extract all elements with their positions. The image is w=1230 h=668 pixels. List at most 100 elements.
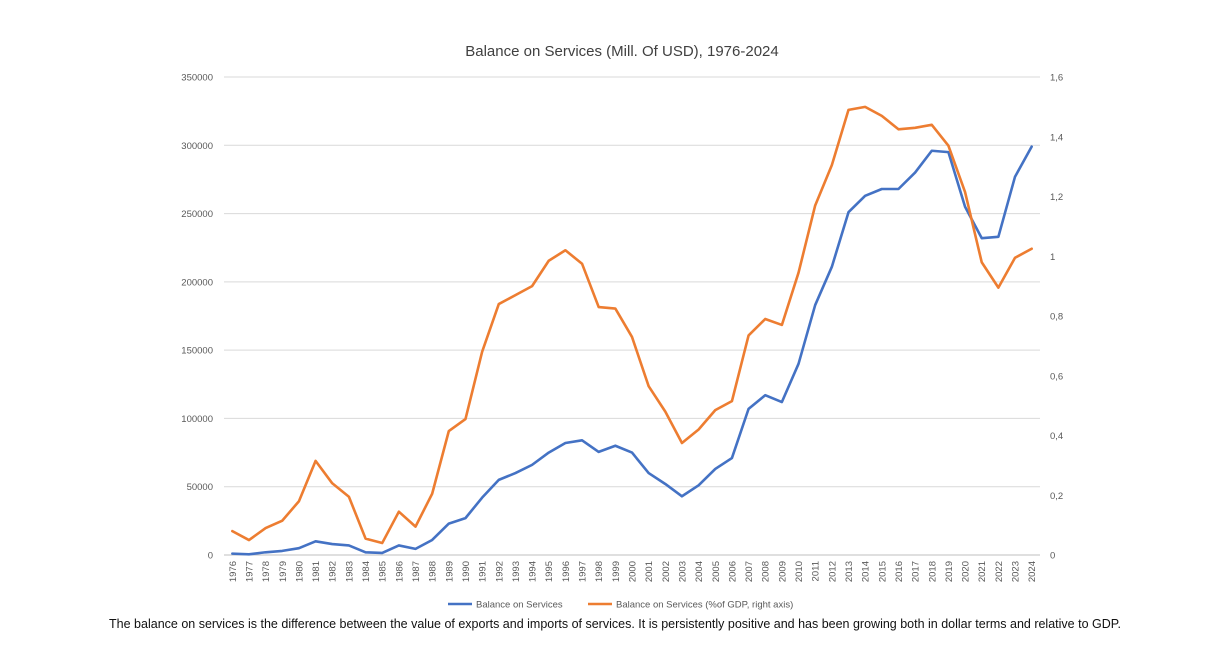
data-point: [613, 307, 617, 311]
data-point: [647, 384, 651, 388]
left-tick-label: 0: [208, 551, 213, 562]
data-point: [463, 516, 467, 520]
x-tick-label: 2023: [1011, 561, 1022, 582]
data-point: [530, 284, 534, 288]
data-point: [513, 471, 517, 475]
right-tick-label: 1,6: [1050, 73, 1063, 84]
x-tick-label: 2006: [727, 561, 738, 582]
x-tick-label: 2015: [877, 561, 888, 582]
data-point: [597, 450, 601, 454]
data-point: [730, 456, 734, 460]
data-point: [397, 510, 401, 514]
x-tick-label: 1989: [444, 561, 455, 582]
data-point: [1030, 247, 1034, 251]
data-point: [797, 271, 801, 275]
x-tick-label: 1976: [228, 561, 239, 582]
left-tick-label: 50000: [187, 482, 213, 493]
data-point: [713, 467, 717, 471]
data-point: [480, 350, 484, 354]
data-point: [380, 551, 384, 555]
x-tick-label: 1983: [344, 561, 355, 582]
data-point: [414, 525, 418, 529]
data-point: [480, 496, 484, 500]
x-tick-label: 1993: [511, 561, 522, 582]
data-point: [946, 144, 950, 148]
data-point: [597, 305, 601, 309]
left-tick-label: 250000: [181, 209, 213, 220]
x-tick-label: 1985: [378, 561, 389, 582]
data-point: [846, 210, 850, 214]
data-point: [880, 187, 884, 191]
data-point: [430, 538, 434, 542]
data-point: [314, 539, 318, 543]
data-point: [580, 438, 584, 442]
right-tick-label: 0,2: [1050, 491, 1063, 502]
data-point: [613, 444, 617, 448]
data-point: [763, 317, 767, 321]
data-point: [1013, 175, 1017, 179]
data-point: [880, 114, 884, 118]
legend-label-gdp: Balance on Services (%of GDP, right axis…: [616, 600, 793, 611]
x-tick-label: 1995: [544, 561, 555, 582]
data-point: [996, 235, 1000, 239]
right-axis-ticks: 0 0,2 0,4 0,6 0,8 1 1,2 1,4 1,6: [1050, 73, 1063, 562]
left-tick-label: 350000: [181, 73, 213, 84]
x-tick-label: 1991: [478, 561, 489, 582]
left-tick-label: 300000: [181, 141, 213, 152]
left-tick-label: 200000: [181, 277, 213, 288]
data-point: [247, 552, 251, 556]
data-point: [996, 286, 1000, 290]
x-tick-label: 1977: [244, 561, 255, 582]
data-point: [497, 478, 501, 482]
data-point: [513, 293, 517, 297]
data-point: [863, 194, 867, 198]
x-tick-label: 2007: [744, 561, 755, 582]
data-point: [580, 262, 584, 266]
data-point: [663, 482, 667, 486]
x-tick-label: 1988: [428, 561, 439, 582]
data-point: [530, 463, 534, 467]
x-tick-label: 2003: [677, 561, 688, 582]
data-point: [680, 441, 684, 445]
x-tick-label: 1979: [278, 561, 289, 582]
x-tick-label: 2019: [944, 561, 955, 582]
data-point: [264, 526, 268, 530]
data-point: [347, 543, 351, 547]
data-point: [230, 529, 234, 533]
data-point: [913, 126, 917, 130]
data-point: [280, 519, 284, 523]
data-point: [630, 451, 634, 455]
data-point: [380, 541, 384, 545]
data-point: [397, 543, 401, 547]
data-point: [330, 542, 334, 546]
data-point: [930, 123, 934, 127]
x-tick-label: 2024: [1027, 561, 1038, 582]
legend: Balance on Services Balance on Services …: [448, 600, 793, 611]
data-point: [347, 495, 351, 499]
data-point: [680, 494, 684, 498]
legend-label-balance: Balance on Services: [476, 600, 563, 611]
data-point: [1030, 145, 1034, 149]
chart-caption: The balance on services is the differenc…: [109, 617, 1121, 631]
x-tick-label: 2005: [711, 561, 722, 582]
data-point: [663, 410, 667, 414]
series-gdp-share: [230, 105, 1034, 545]
x-axis-ticks: 1976 1977 1978 1979 1980 1981 1982 1983 1984 1985…: [228, 561, 1038, 582]
x-tick-label: 1992: [494, 561, 505, 582]
data-point: [630, 335, 634, 339]
series-layer: [230, 105, 1034, 556]
data-point: [364, 550, 368, 554]
grid: [224, 76, 1040, 488]
x-tick-label: 2014: [861, 561, 872, 582]
x-tick-label: 2009: [777, 561, 788, 582]
x-tick-label: 2010: [794, 561, 805, 582]
x-tick-label: 2012: [827, 561, 838, 582]
data-point: [430, 492, 434, 496]
data-point: [230, 552, 234, 556]
data-point: [330, 481, 334, 485]
series-balance: [230, 145, 1034, 556]
series-line: [231, 145, 1033, 556]
data-point: [896, 187, 900, 191]
x-tick-label: 2002: [661, 561, 672, 582]
